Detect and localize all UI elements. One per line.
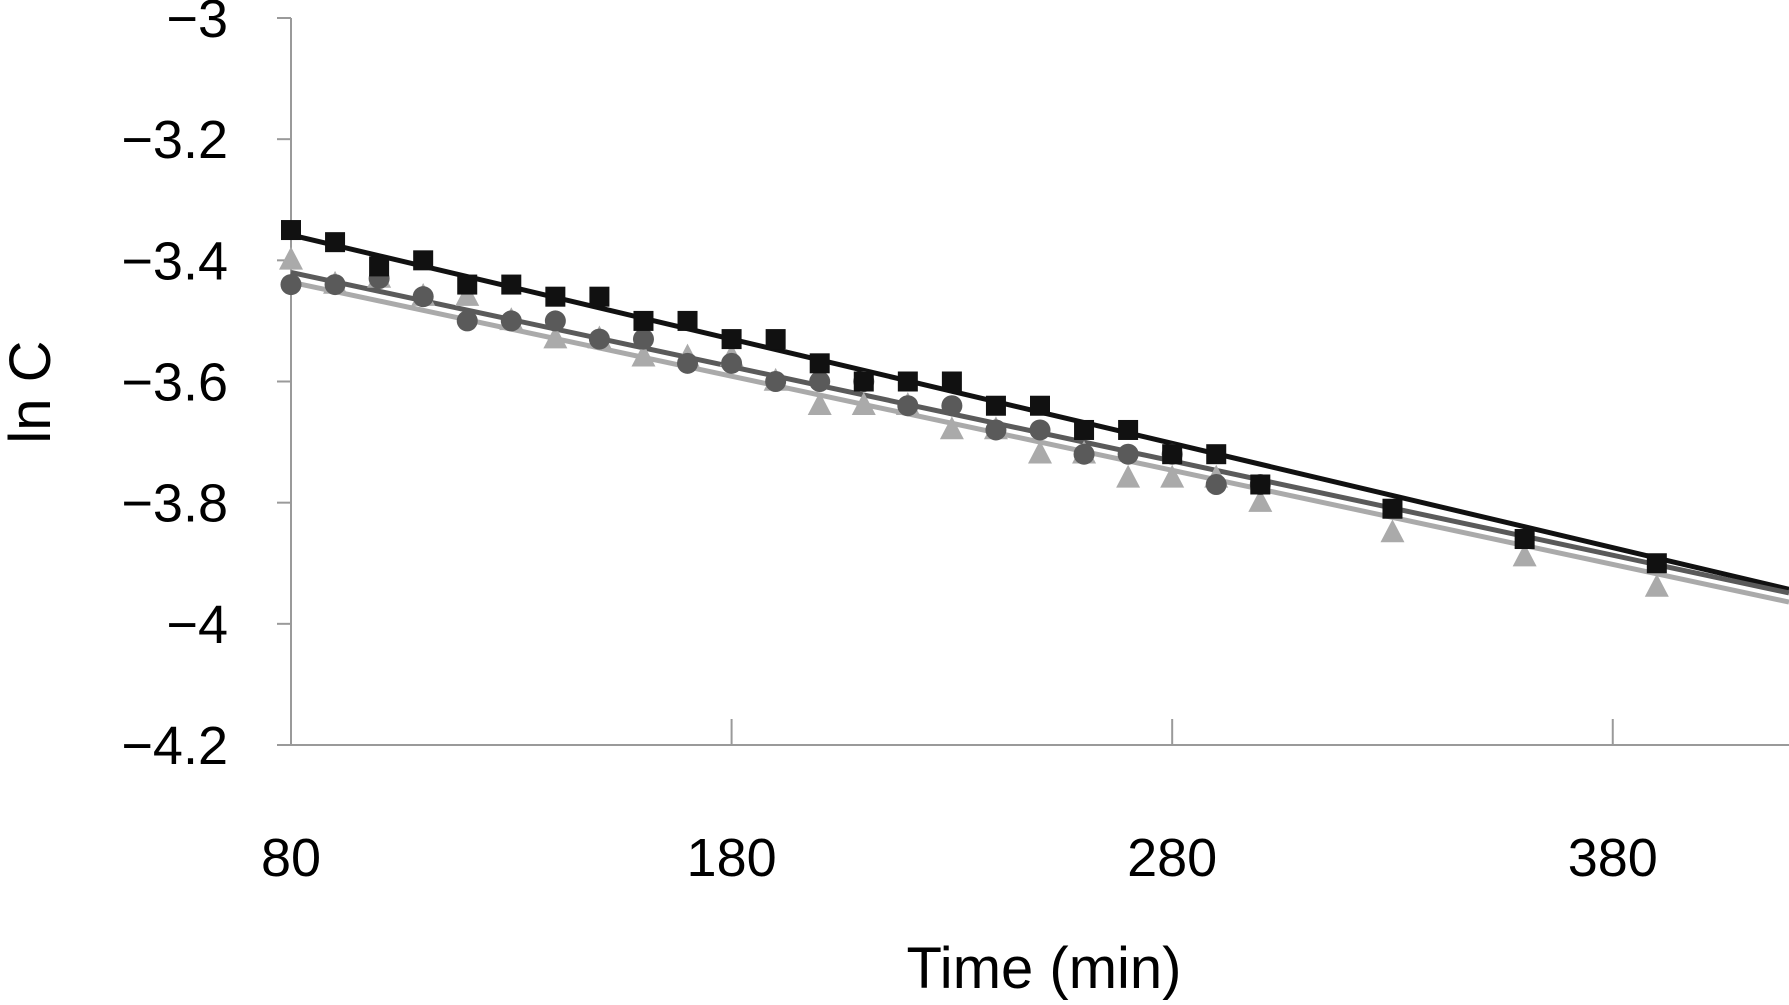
triangle-marker <box>851 392 876 415</box>
circle-marker <box>412 286 434 308</box>
square-marker <box>1074 419 1095 440</box>
triangle-marker <box>1248 489 1273 512</box>
square-marker <box>281 220 301 241</box>
y-tick-label: −3.6 <box>121 353 228 413</box>
x-tick-label: 180 <box>687 828 777 888</box>
square-marker <box>985 395 1006 416</box>
circle-marker <box>1117 443 1139 465</box>
square-marker <box>413 250 434 271</box>
square-marker <box>1646 553 1667 574</box>
circle-marker <box>500 310 522 332</box>
axis-labels: Time (min) ln C −3 −3.2 −3.4 −3.6 −3.8 −4 −4.2… <box>0 0 1658 1001</box>
x-axis-title: Time (min) <box>907 936 1182 1000</box>
x-tick-label: 380 <box>1568 828 1658 888</box>
square-marker <box>1162 444 1183 465</box>
triangle-marker <box>1160 464 1185 488</box>
circle-marker <box>1029 419 1051 441</box>
square-marker <box>369 256 390 277</box>
data-markers <box>279 220 1669 597</box>
y-tick-label: −4 <box>166 595 228 655</box>
y-tick-label: −4.2 <box>121 716 228 776</box>
circle-marker <box>765 371 787 392</box>
circle-marker <box>632 328 654 350</box>
triangle-marker <box>939 416 964 440</box>
circle-marker <box>456 310 478 332</box>
square-marker <box>457 274 478 295</box>
square-marker <box>721 329 742 350</box>
y-tick-label: −3 <box>166 0 228 49</box>
square-marker <box>897 371 918 392</box>
square-marker <box>501 274 522 295</box>
x-tick-label: 80 <box>261 828 321 888</box>
square-marker <box>1206 444 1227 465</box>
circle-marker <box>588 328 610 350</box>
square-marker <box>1030 395 1050 416</box>
triangle-marker <box>631 343 656 367</box>
circle-marker <box>897 395 919 417</box>
circle-marker <box>324 274 346 296</box>
square-marker <box>677 310 698 331</box>
square-marker <box>589 286 610 307</box>
triangle-marker <box>807 392 832 415</box>
square-marker <box>941 371 962 392</box>
x-tick-label: 280 <box>1127 828 1217 888</box>
circle-marker <box>941 395 963 417</box>
square-marker <box>853 371 874 392</box>
circle-marker <box>677 352 699 374</box>
circle-marker <box>280 274 302 296</box>
triangle-marker <box>1028 440 1052 464</box>
square-marker <box>1382 498 1403 519</box>
triangle-marker <box>1512 543 1537 567</box>
triangle-marker <box>1116 464 1141 488</box>
y-axis-title: ln C <box>0 340 63 443</box>
square-marker <box>809 353 830 374</box>
circle-marker <box>721 352 743 374</box>
y-tick-label: −3.8 <box>121 474 228 534</box>
square-marker <box>1250 474 1271 495</box>
triangle-marker <box>543 325 568 349</box>
square-marker <box>765 329 786 350</box>
axes <box>277 17 1789 746</box>
circle-marker <box>1073 443 1095 465</box>
circle-marker <box>985 419 1007 441</box>
circle-marker <box>544 310 566 332</box>
y-tick-label: −3.2 <box>121 110 228 170</box>
square-marker <box>1514 529 1535 550</box>
square-marker <box>325 232 346 253</box>
triangle-marker <box>279 246 303 270</box>
square-marker <box>1118 419 1139 440</box>
triangle-marker <box>1380 519 1405 543</box>
triangle-marker <box>1644 573 1669 597</box>
square-marker <box>545 286 566 307</box>
circle-marker <box>1205 473 1227 495</box>
y-tick-label: −3.4 <box>121 231 228 291</box>
square-marker <box>633 310 654 331</box>
circle-marker <box>809 371 831 392</box>
